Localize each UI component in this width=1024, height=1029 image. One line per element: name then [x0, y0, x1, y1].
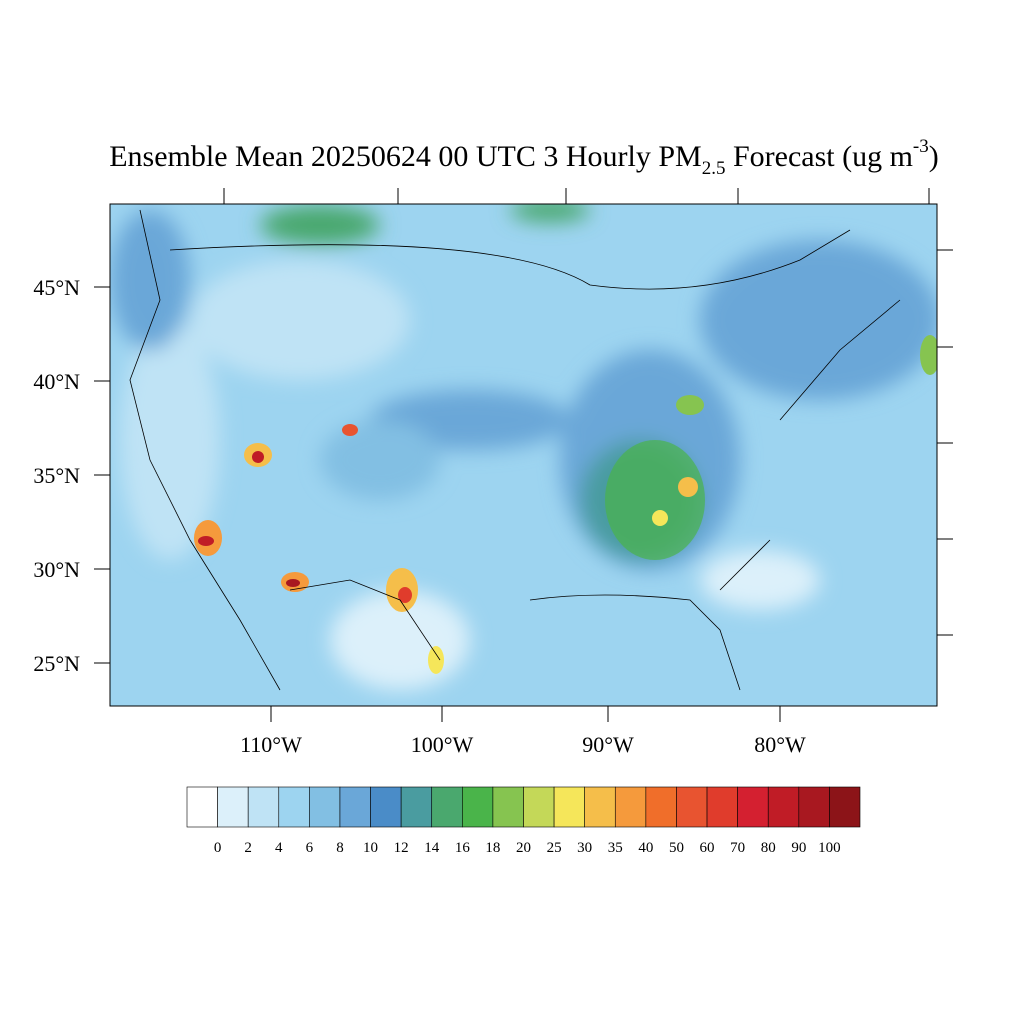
colorbar-box [462, 786, 494, 828]
lon-label: 90°W [582, 732, 634, 757]
colorbar-label: 2 [244, 840, 252, 856]
colorbar-box [614, 786, 647, 828]
colorbar-label: 100 [818, 840, 841, 856]
colorbar-box [706, 786, 738, 828]
colorbar-box [829, 786, 861, 828]
colorbar-label: 35 [608, 840, 623, 856]
colorbar-box [309, 786, 341, 828]
map [110, 204, 937, 706]
title-mid: Forecast (ug m [725, 140, 912, 173]
title: Ensemble Mean 20250624 00 UTC 3 Hourly P… [109, 136, 939, 179]
title-end: ) [929, 140, 939, 173]
colorbar-box [431, 786, 463, 828]
colorbar-label: 16 [455, 840, 471, 856]
colorbar-box [798, 786, 830, 828]
colorbar-label: 18 [485, 840, 500, 856]
colorbar-label: 8 [336, 840, 344, 856]
colorbar-box [370, 786, 402, 828]
colorbar-box [278, 786, 310, 828]
colorbar-box [645, 786, 677, 828]
boundaries [129, 209, 901, 691]
colorbar-box [737, 786, 769, 828]
colorbar-label: 40 [638, 840, 653, 856]
colorbar-label: 4 [275, 840, 283, 856]
colorbar-label: 90 [791, 840, 806, 856]
colorbar: 0 2 4 6 8 10 12 14 16 18 20 25 30 35 40 50 60 70 80 90 100 [186, 786, 861, 856]
colorbar-label: 60 [700, 840, 715, 856]
colorbar-box [186, 786, 218, 828]
colorbar-label: 30 [577, 840, 592, 856]
title-main: Ensemble Mean 20250624 00 UTC 3 Hourly P… [109, 140, 701, 173]
colorbar-box [523, 786, 555, 828]
colorbar-box [217, 786, 249, 828]
colorbar-label: 70 [730, 840, 745, 856]
colorbar-box [492, 786, 524, 828]
map-frame [109, 203, 938, 707]
colorbar-label: 80 [761, 840, 776, 856]
colorbar-box [767, 786, 800, 828]
colorbar-label: 50 [669, 840, 684, 856]
lat-label: 35°N [33, 463, 80, 488]
colorbar-label: 14 [424, 840, 440, 856]
lon-label: 110°W [240, 732, 302, 757]
lat-label: 30°N [33, 557, 80, 582]
lat-label: 45°N [33, 275, 80, 300]
colorbar-box [400, 786, 433, 828]
colorbar-label: 20 [516, 840, 531, 856]
colorbar-label: 12 [394, 840, 409, 856]
hotspots [194, 335, 937, 674]
title-sup: -3 [913, 136, 929, 157]
colorbar-box [584, 786, 616, 828]
frame-ticks [94, 188, 953, 722]
lon-label: 80°W [754, 732, 806, 757]
colorbar-label: 10 [363, 840, 378, 856]
title-sub: 2.5 [702, 158, 726, 179]
colorbar-label: 25 [547, 840, 562, 856]
colorbar-box [676, 786, 708, 828]
colorbar-label: 6 [306, 840, 314, 856]
colorbar-label: 0 [214, 840, 222, 856]
lat-label: 40°N [33, 369, 80, 394]
colorbar-box [553, 786, 585, 828]
colorbar-box [339, 786, 371, 828]
lon-label: 100°W [411, 732, 474, 757]
lat-label: 25°N [33, 651, 80, 676]
colorbar-box [247, 786, 280, 828]
